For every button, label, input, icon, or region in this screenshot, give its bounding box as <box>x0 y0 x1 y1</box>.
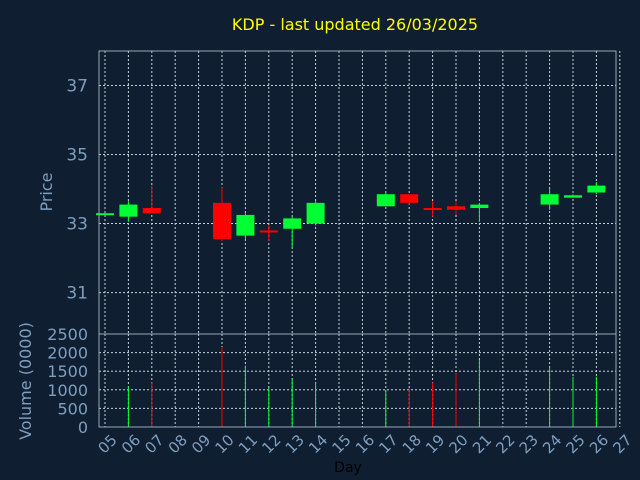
price-y-tick-label: 33 <box>66 215 88 235</box>
x-axis-ticks: 0506070809101112131415161718192021222324… <box>95 431 636 457</box>
volume-bars <box>127 347 597 427</box>
candle-body <box>540 194 559 205</box>
candle-body <box>306 202 325 224</box>
candle-body <box>447 206 465 210</box>
volume-frame <box>98 333 617 428</box>
candle-body <box>119 204 138 217</box>
x-axis-label: Day <box>334 460 362 476</box>
x-tick-label: 14 <box>305 431 331 457</box>
price-y-ticks: 31 33 35 37 <box>66 77 88 304</box>
candle-body <box>236 214 255 236</box>
x-tick-label: 12 <box>258 431 284 457</box>
x-tick-label: 17 <box>375 431 401 457</box>
price-frame <box>98 50 617 335</box>
candle-body <box>376 194 395 207</box>
x-tick-label: 11 <box>235 431 261 457</box>
volume-y-tick-label: 1000 <box>47 381 88 400</box>
x-tick-label: 27 <box>609 431 635 457</box>
volume-y-tick-label: 0 <box>78 418 88 437</box>
candle-body <box>470 204 489 209</box>
volume-y-axis-label: Volume (0000) <box>16 322 35 440</box>
x-tick-label: 23 <box>516 431 542 457</box>
candle-body <box>259 230 278 233</box>
volume-y-tick-label: 500 <box>57 399 88 418</box>
x-tick-label: 26 <box>586 431 612 457</box>
volume-y-tick-label: 2000 <box>47 344 88 363</box>
x-tick-label: 09 <box>188 431 214 457</box>
volume-y-tick-label: 2500 <box>47 325 88 344</box>
candle-body <box>564 195 582 198</box>
x-tick-label: 15 <box>329 431 355 457</box>
x-tick-label: 05 <box>95 431 121 457</box>
price-y-tick-label: 37 <box>66 77 88 97</box>
candle-body <box>142 208 161 214</box>
price-y-tick-label: 35 <box>66 146 88 166</box>
x-tick-label: 20 <box>446 431 472 457</box>
candle-body <box>587 185 606 193</box>
x-tick-label: 06 <box>118 431 144 457</box>
x-tick-label: 07 <box>141 431 167 457</box>
candle-body <box>96 213 114 216</box>
price-y-axis-label: Price <box>37 172 56 211</box>
x-tick-label: 10 <box>212 431 238 457</box>
candle-body <box>213 202 231 240</box>
price-candles <box>96 182 606 248</box>
chart-title: KDP - last updated 26/03/2025 <box>232 15 478 34</box>
x-tick-label: 16 <box>352 431 378 457</box>
volume-y-tick-label: 1500 <box>47 362 88 381</box>
volume-grid <box>99 334 621 427</box>
x-tick-label: 24 <box>539 431 565 457</box>
price-y-tick-label: 31 <box>66 284 88 304</box>
x-tick-label: 13 <box>282 431 308 457</box>
x-tick-label: 21 <box>469 431 495 457</box>
x-tick-label: 19 <box>422 431 448 457</box>
candle-body <box>400 194 419 203</box>
price-panel: 31 33 35 37 Price <box>37 50 621 335</box>
x-tick-label: 25 <box>563 431 589 457</box>
price-grid <box>99 51 621 334</box>
candle-body <box>423 208 442 211</box>
x-tick-label: 18 <box>399 431 425 457</box>
x-tick-label: 22 <box>492 431 518 457</box>
candle-body <box>283 218 302 229</box>
x-tick-label: 08 <box>165 431 191 457</box>
